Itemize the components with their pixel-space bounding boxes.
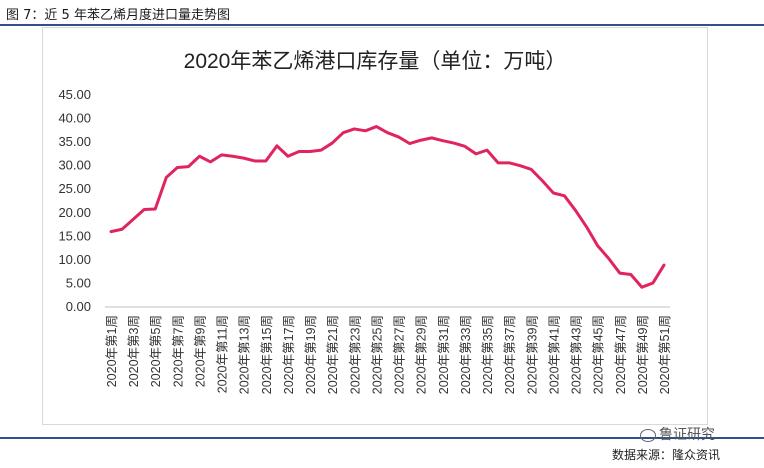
figure-caption: 图 7：近 5 年苯乙烯月度进口量走势图 xyxy=(6,8,230,23)
series-line xyxy=(109,125,666,289)
watermark-text: 鲁证研究 xyxy=(659,427,715,443)
y-tick-label: 20.00 xyxy=(58,205,91,220)
line-chart: 2020年苯乙烯港口库存量（单位：万吨） 0.00 5.00 10.00 15.00 2… xyxy=(58,50,672,394)
x-tick-label: 2020年第33周 xyxy=(459,315,473,394)
x-tick-label: 2020年第41周 xyxy=(547,315,561,394)
x-tick-label: 2020年第37周 xyxy=(503,315,517,394)
chart-frame: 2020年苯乙烯港口库存量（单位：万吨） 0.00 5.00 10.00 15.00 2… xyxy=(42,27,708,425)
y-tick-label: 0.00 xyxy=(66,299,91,314)
x-tick-label: 2020年第25周 xyxy=(370,315,384,394)
chart-title: 2020年苯乙烯港口库存量（单位：万吨） xyxy=(184,50,567,73)
x-axis-ticks: 2020年第1周 2020年第3周 2020年第5周 2020年第7周 2020年第9周… xyxy=(105,315,672,394)
x-tick-label: 2020年第45周 xyxy=(592,315,606,394)
x-tick-label: 2020年第13周 xyxy=(238,315,252,394)
x-tick-label: 2020年第35周 xyxy=(481,315,495,394)
y-tick-label: 10.00 xyxy=(58,252,91,267)
x-tick-label: 2020年第19周 xyxy=(304,315,318,394)
y-tick-label: 45.00 xyxy=(58,87,91,102)
y-tick-label: 15.00 xyxy=(58,228,91,243)
x-tick-label: 2020年第5周 xyxy=(149,315,163,387)
x-tick-label: 2020年第7周 xyxy=(171,315,185,387)
y-tick-label: 5.00 xyxy=(66,275,91,290)
x-tick-label: 2020年第15周 xyxy=(260,315,274,394)
x-tick-label: 2020年第39周 xyxy=(525,315,539,394)
footer-rule xyxy=(0,437,764,439)
x-tick-label: 2020年第43周 xyxy=(570,315,584,394)
y-tick-label: 35.00 xyxy=(58,134,91,149)
x-tick-label: 2020年第1周 xyxy=(105,315,119,387)
wechat-icon xyxy=(640,428,656,442)
y-axis-ticks: 0.00 5.00 10.00 15.00 20.00 25.00 30.00 35.00 40… xyxy=(58,87,91,314)
x-tick-label: 2020年第11周 xyxy=(216,315,230,393)
x-tick-label: 2020年第31周 xyxy=(437,315,451,394)
data-source: 数据来源：隆众资讯 xyxy=(612,448,721,462)
y-tick-label: 40.00 xyxy=(58,111,91,126)
x-tick-label: 2020年第47周 xyxy=(614,315,628,394)
x-tick-label: 2020年第27周 xyxy=(393,315,407,394)
x-tick-label: 2020年第9周 xyxy=(193,315,207,387)
header-rule xyxy=(0,24,764,26)
x-tick-label: 2020年第23周 xyxy=(348,315,362,394)
x-tick-label: 2020年第51周 xyxy=(658,315,672,394)
y-tick-label: 25.00 xyxy=(58,181,91,196)
x-tick-label: 2020年第49周 xyxy=(636,315,650,394)
x-tick-label: 2020年第17周 xyxy=(282,315,296,394)
y-tick-label: 30.00 xyxy=(58,158,91,173)
watermark: 鲁证研究 xyxy=(640,424,715,444)
x-tick-label: 2020年第29周 xyxy=(415,315,429,394)
x-tick-label: 2020年第3周 xyxy=(127,315,141,387)
x-tick-label: 2020年第21周 xyxy=(326,315,340,394)
